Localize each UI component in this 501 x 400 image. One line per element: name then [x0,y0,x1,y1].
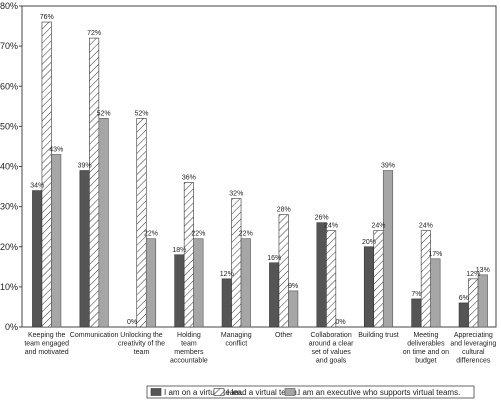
bar-executive-support [193,238,204,328]
bar-lead-virtual-team [136,118,147,328]
legend-box [146,385,475,399]
data-label: 72% [87,30,101,37]
y-tick-label: 10% [0,282,18,292]
y-tick-label: 30% [0,202,18,212]
data-label: 39% [78,163,92,170]
legend-label: I am an executive who supports virtual t… [298,388,460,397]
y-tick-label: 70% [0,41,18,51]
bar-lead-virtual-team [231,198,242,328]
y-tick-label: 0% [5,322,18,332]
bar-on-virtual-team [174,254,185,328]
data-label: 16% [267,255,281,262]
data-label: 34% [30,183,44,190]
bar-lead-virtual-team [420,230,431,328]
legend: I am on a virtual team.I lead a virtual … [146,385,475,399]
legend-swatch [150,388,162,396]
data-label: 20% [362,239,376,246]
bar-executive-support [98,118,109,328]
bar-executive-support [477,274,488,328]
category-label: Building trust [358,332,399,339]
data-label: 18% [172,247,186,254]
category-label: Unlocking the creativity of the team [118,332,165,356]
bar-executive-support [240,238,251,328]
category-label: Holding team members accountable [170,332,208,365]
data-label: 52% [134,110,148,117]
bar-lead-virtual-team [89,37,100,328]
data-label: 22% [191,231,205,238]
bar-on-virtual-team [79,170,90,328]
legend-label: I am on a virtual team. [164,388,243,397]
data-label: 7% [411,291,421,298]
data-label: 0% [336,319,346,326]
data-label: 43% [49,146,63,153]
bar-on-virtual-team [221,278,232,328]
bar-executive-support [430,258,441,328]
y-tick-label: 40% [0,162,18,172]
y-tick-label: 50% [0,121,18,131]
data-label: 24% [419,223,433,230]
bar-executive-support [382,170,394,328]
category-labels: Keeping the team engaged and motivatedComm… [24,332,496,365]
data-label: 12% [220,271,234,278]
bar-on-virtual-team [32,190,43,328]
data-label: 24% [371,223,385,230]
data-label: 9% [288,283,298,290]
legend-swatch [213,388,225,396]
bar-on-virtual-team [269,262,280,328]
data-labels: 34% 76% 43% 39% 72% 52% 0% 52% 22% 18% 36% 22% 12% 32… [30,14,490,326]
category-label: Appreciating and leveraging cultural differ… [450,332,496,365]
data-label: 28% [277,207,291,214]
legend-label: I lead a virtual team. [227,388,299,397]
bar-lead-virtual-team [41,21,52,328]
bar-on-virtual-team [458,302,469,328]
bar-executive-support [145,238,157,328]
category-label: Meeting deliverables on time and on budget [403,332,449,365]
data-label: 52% [97,110,111,117]
category-label: Communication [70,332,119,339]
data-label: 24% [324,223,338,230]
bars [32,21,488,328]
data-label: 22% [239,231,253,238]
axes: 0% 10% 20% 30% 40% 50% 60% 70% 80% [0,1,497,332]
data-label: 13% [476,267,490,274]
data-label: 36% [182,175,196,182]
y-tick-label: 80% [0,1,18,11]
data-label: 26% [315,215,329,222]
category-label: Collaboration around a clear set of values… [309,332,354,365]
data-label: 32% [229,191,243,198]
y-tick-label: 20% [0,242,18,252]
y-tick-label: 60% [0,81,18,91]
bar-executive-support [288,290,299,328]
bar-on-virtual-team [363,246,375,328]
category-label: Other [275,332,293,339]
data-label: 39% [381,163,395,170]
category-label: Keeping the team engaged and motivated [24,332,69,356]
data-label: 0% [127,319,137,326]
data-label: 12% [466,271,480,278]
legend-swatch [284,388,296,396]
bar-lead-virtual-team [183,182,194,328]
category-label: Managing conflict [221,332,252,348]
data-label: 76% [40,14,54,21]
bar-lead-virtual-team [468,278,479,328]
bar-executive-support [51,154,62,328]
data-label: 22% [144,231,158,238]
data-label: 6% [459,295,469,302]
data-label: 17% [428,251,442,258]
bar-on-virtual-team [316,222,327,328]
bar-lead-virtual-team [326,230,337,328]
bar-on-virtual-team [411,298,422,328]
bar-lead-virtual-team [278,214,289,328]
